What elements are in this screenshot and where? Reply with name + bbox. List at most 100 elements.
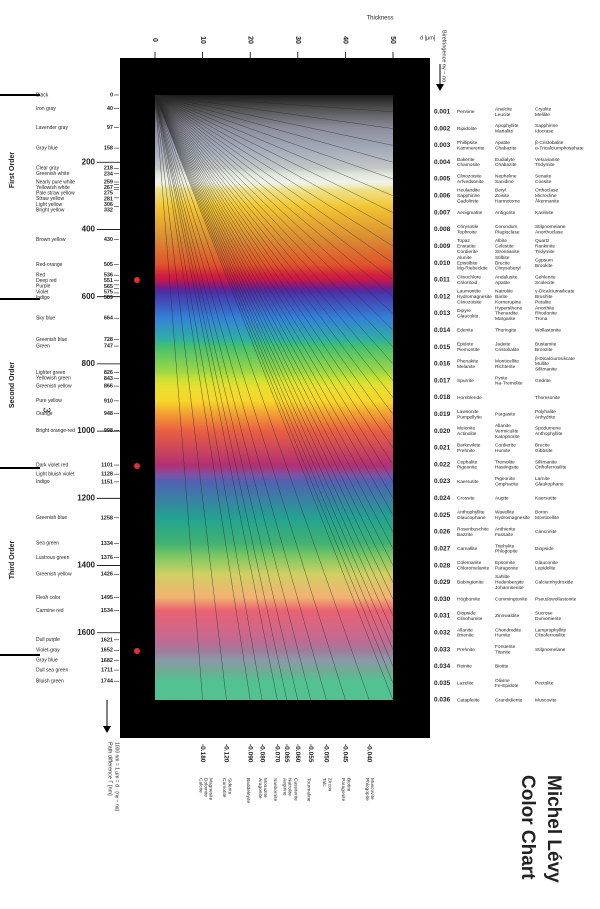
color-name: Gray blue bbox=[36, 145, 58, 151]
mineral-name: Baddeleyite bbox=[245, 778, 251, 803]
birefringence-value: -0.060 bbox=[294, 744, 301, 763]
birefringence-value: 0.021 bbox=[434, 445, 451, 452]
mineral-name: Sahlite bbox=[495, 574, 510, 580]
mineral-name: Vermiculite bbox=[495, 428, 519, 434]
mineral-name: Kämmererite bbox=[457, 145, 485, 151]
mineral-name: Dipyre bbox=[457, 308, 471, 314]
mineral-name: Sillimanite bbox=[535, 459, 557, 465]
color-name: Flesh color bbox=[36, 595, 61, 601]
mineral-name: Brookite bbox=[535, 263, 553, 269]
mineral-name: Carnotite bbox=[221, 778, 227, 798]
mineral-name: Johannsenite bbox=[495, 585, 524, 591]
mineral-name: Tephroite bbox=[457, 229, 477, 235]
color-retardation: 158 bbox=[104, 146, 113, 152]
color-name: Violet bbox=[36, 289, 49, 295]
thickness-tick-label: 40 bbox=[342, 36, 349, 44]
color-name: Indigo bbox=[36, 295, 50, 301]
mineral-name: Larnite bbox=[535, 476, 550, 482]
mineral-name: Tourmaline bbox=[306, 778, 312, 802]
birefringence-line bbox=[154, 94, 394, 213]
mineral-name: Albite bbox=[495, 238, 507, 244]
birefringence-line bbox=[154, 94, 394, 247]
thickness-tick-label: 30 bbox=[294, 36, 301, 44]
mineral-name: Natrolite bbox=[287, 778, 293, 796]
mineral-name: Nepheline bbox=[495, 174, 517, 180]
mineral-name: Hornblende bbox=[457, 395, 482, 401]
mineral-name: Bronzite bbox=[535, 347, 553, 353]
mineral-name: Gibbsite bbox=[535, 448, 553, 454]
color-retardation: 565 bbox=[104, 284, 113, 290]
mineral-name: Carnallite bbox=[457, 546, 478, 552]
mineral-name: Analcite bbox=[495, 106, 512, 112]
birefringence-line bbox=[154, 94, 394, 230]
mineral-name: Corundum bbox=[495, 224, 517, 230]
mineral-name: Cassiterite bbox=[293, 778, 299, 801]
birefringence-line bbox=[154, 94, 394, 667]
color-name: Light bluish violet bbox=[36, 471, 75, 477]
birefringence-value: 0.029 bbox=[434, 579, 451, 586]
birefringence-value: 0.026 bbox=[434, 529, 451, 536]
mineral-name: Åkermanite bbox=[535, 197, 560, 204]
mineral-name: Babingtonite bbox=[457, 580, 484, 586]
birefringence-line bbox=[154, 94, 394, 465]
mineral-name: Gadolinite bbox=[457, 198, 479, 204]
mineral-name: Humite bbox=[495, 633, 511, 639]
color-retardation: 948 bbox=[104, 411, 113, 417]
mineral-name: Petalite bbox=[535, 299, 551, 305]
birefringence-value: 0.006 bbox=[434, 193, 451, 200]
mineral-name: Diopside bbox=[457, 611, 476, 617]
retardation-label: Path difference Γ [nm] bbox=[107, 742, 113, 796]
mineral-name: Thomsonite bbox=[535, 395, 560, 401]
retardation-tick-label: 200 bbox=[82, 157, 96, 166]
mineral-name: Tremolite bbox=[495, 459, 515, 465]
color-retardation: 843 bbox=[104, 376, 113, 382]
mineral-name: Margarite bbox=[495, 316, 516, 322]
mineral-name: Pigeonite bbox=[457, 465, 477, 471]
mineral-name: Chrysotile bbox=[457, 224, 479, 230]
birefringence-value: 0.018 bbox=[434, 394, 451, 401]
color-retardation: 275 bbox=[104, 191, 113, 197]
mineral-name: Clinochlore bbox=[457, 274, 481, 280]
birefringence-line bbox=[154, 94, 312, 701]
color-retardation: 267 bbox=[104, 185, 113, 191]
birefringence-value: 0.002 bbox=[434, 125, 451, 132]
color-name: Clear gray bbox=[36, 166, 60, 172]
color-name: Iron gray bbox=[36, 106, 56, 112]
retardation-note: 1000 nm = 1 µm = d · (nγ − nα) bbox=[114, 742, 120, 812]
mineral-name: Phillipsite bbox=[457, 140, 478, 146]
color-name: Yellowish green bbox=[36, 376, 71, 382]
color-name: Purple bbox=[36, 284, 51, 290]
mineral-name: Brucite bbox=[495, 260, 510, 266]
retardation-tick-label: 800 bbox=[82, 359, 96, 368]
mineral-name: Quartz bbox=[535, 238, 550, 244]
mineral-name: Kornerupine bbox=[495, 299, 521, 305]
mineral-name: Magnesite bbox=[208, 778, 214, 800]
mineral-name: Grandidierite bbox=[495, 697, 523, 703]
mineral-name: β-Dicalciumsilicate bbox=[535, 356, 575, 362]
mineral-name: Zinnwaldite bbox=[495, 613, 520, 619]
birefringence-value: 0.008 bbox=[434, 226, 451, 233]
color-name: Brown yellow bbox=[36, 237, 66, 243]
thickness-tick-label: 0 bbox=[151, 38, 158, 42]
color-name: Lavender gray bbox=[36, 125, 68, 131]
thickness-tick-label: 20 bbox=[246, 36, 253, 44]
birefringence-line bbox=[154, 94, 394, 600]
color-retardation: 1711 bbox=[101, 668, 113, 674]
mineral-name: Katophorite bbox=[495, 434, 520, 440]
color-name: Sky blue bbox=[36, 316, 55, 322]
color-retardation: 332 bbox=[104, 208, 113, 214]
color-name: Carmine red bbox=[36, 608, 64, 614]
mineral-name: Biotite bbox=[495, 664, 509, 670]
arrow-head bbox=[436, 84, 444, 91]
color-retardation: 1128 bbox=[101, 472, 113, 478]
birefringence-value: 0.030 bbox=[434, 596, 451, 603]
mineral-name: Anthophyllite bbox=[457, 510, 485, 516]
mineral-name: Thuringite bbox=[495, 328, 517, 334]
birefringence-value: 0.009 bbox=[434, 243, 451, 250]
mineral-name: Topaz bbox=[457, 238, 470, 244]
birefringence-value: 0.025 bbox=[434, 512, 451, 519]
mineral-name: Mullite bbox=[535, 361, 549, 367]
arrow-head bbox=[103, 726, 111, 733]
mineral-name: Hydromagnesite bbox=[457, 294, 492, 300]
birefringence-value: 0.023 bbox=[434, 478, 451, 485]
